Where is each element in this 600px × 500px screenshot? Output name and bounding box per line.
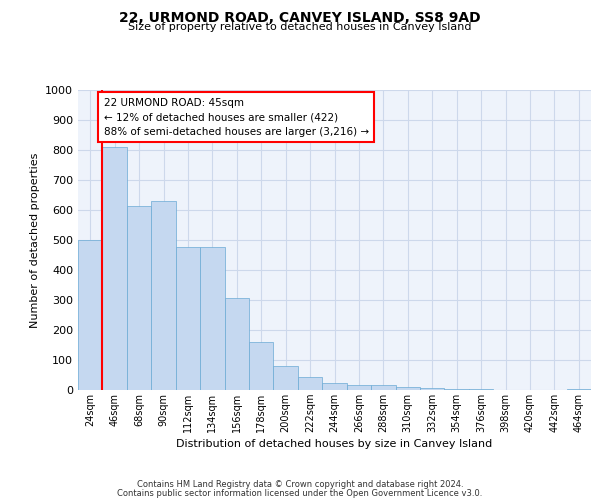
Bar [566, 388, 591, 390]
Bar [151, 201, 176, 390]
Y-axis label: Number of detached properties: Number of detached properties [29, 152, 40, 328]
Bar [224, 298, 249, 390]
Bar [298, 377, 322, 390]
Bar [127, 206, 151, 390]
Bar [249, 342, 274, 390]
Text: 22, URMOND ROAD, CANVEY ISLAND, SS8 9AD: 22, URMOND ROAD, CANVEY ISLAND, SS8 9AD [119, 11, 481, 25]
Bar [420, 388, 445, 390]
Text: Contains public sector information licensed under the Open Government Licence v3: Contains public sector information licen… [118, 488, 482, 498]
Bar [200, 246, 224, 390]
Bar [78, 240, 103, 390]
Bar [176, 246, 200, 390]
Text: Contains HM Land Registry data © Crown copyright and database right 2024.: Contains HM Land Registry data © Crown c… [137, 480, 463, 489]
Text: 22 URMOND ROAD: 45sqm
← 12% of detached houses are smaller (422)
88% of semi-det: 22 URMOND ROAD: 45sqm ← 12% of detached … [104, 98, 369, 137]
Bar [347, 384, 371, 390]
X-axis label: Distribution of detached houses by size in Canvey Island: Distribution of detached houses by size … [176, 439, 493, 449]
Text: Size of property relative to detached houses in Canvey Island: Size of property relative to detached ho… [128, 22, 472, 32]
Bar [445, 389, 469, 390]
Bar [103, 147, 127, 390]
Bar [395, 387, 420, 390]
Bar [371, 384, 395, 390]
Bar [274, 366, 298, 390]
Bar [322, 384, 347, 390]
